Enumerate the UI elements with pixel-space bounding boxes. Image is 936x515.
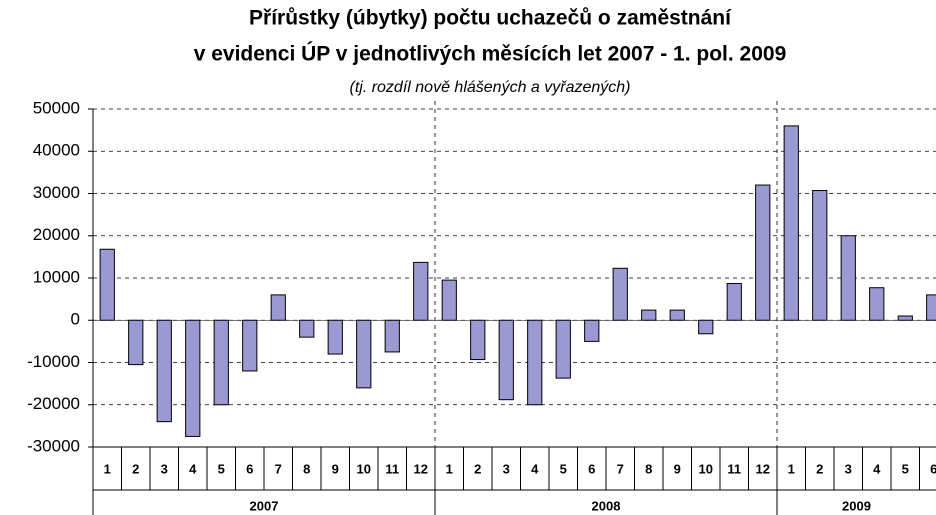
x-tick-label: 2 <box>816 461 823 476</box>
bar <box>99 248 115 321</box>
x-tick-label: 12 <box>414 461 428 476</box>
bar <box>840 235 856 321</box>
x-group-label: 2008 <box>592 498 621 513</box>
x-tick-label: 11 <box>727 461 741 476</box>
y-tick-label: 10000 <box>33 267 80 286</box>
y-tick-label: 30000 <box>33 183 80 202</box>
x-tick-label: 2 <box>474 461 481 476</box>
y-tick-label: 0 <box>71 310 80 329</box>
x-tick-label: 3 <box>845 461 852 476</box>
bar <box>669 309 685 321</box>
x-tick-label: 4 <box>531 461 539 476</box>
bar <box>527 319 543 406</box>
x-tick-label: 4 <box>189 461 197 476</box>
bar <box>698 319 714 335</box>
bar <box>812 190 828 321</box>
bar <box>584 319 600 342</box>
x-tick-label: 2 <box>132 461 139 476</box>
bar <box>612 267 628 321</box>
x-tick-label: 5 <box>560 461 567 476</box>
x-tick-label: 3 <box>161 461 168 476</box>
chart-title: Přírůstky (úbytky) počtu uchazečů o zamě… <box>249 7 732 30</box>
bar <box>242 319 258 372</box>
bar <box>213 319 229 406</box>
bar <box>470 319 486 361</box>
x-tick-label: 5 <box>902 461 909 476</box>
x-tick-label: 12 <box>756 461 770 476</box>
x-tick-label: 3 <box>503 461 510 476</box>
x-tick-label: 4 <box>873 461 881 476</box>
x-tick-label: 1 <box>446 461 453 476</box>
bar <box>299 319 315 338</box>
y-tick-label: -20000 <box>27 394 80 413</box>
x-tick-label: 8 <box>645 461 652 476</box>
y-tick-label: 20000 <box>33 225 80 244</box>
bar <box>641 309 657 321</box>
bar <box>555 319 571 379</box>
y-tick-label: 50000 <box>33 98 80 117</box>
chart-title: v evidenci ÚP v jednotlivých měsících le… <box>194 42 787 66</box>
bar <box>783 125 799 321</box>
bar <box>726 282 742 321</box>
x-tick-label: 1 <box>788 461 795 476</box>
y-tick-label: -30000 <box>27 436 80 455</box>
x-tick-label: 7 <box>617 461 624 476</box>
x-tick-label: 5 <box>218 461 225 476</box>
y-tick-label: 40000 <box>33 141 80 160</box>
bar <box>498 319 514 401</box>
bar <box>156 319 172 423</box>
x-tick-label: 1 <box>104 461 111 476</box>
bar <box>327 319 343 355</box>
x-tick-label: 6 <box>246 461 253 476</box>
bar <box>413 261 429 321</box>
bar <box>128 319 144 366</box>
bar <box>185 319 201 437</box>
bar <box>270 294 286 321</box>
bar <box>926 294 936 321</box>
x-tick-label: 6 <box>588 461 595 476</box>
bar <box>441 279 457 321</box>
y-tick-label: -10000 <box>27 352 80 371</box>
bar <box>869 287 885 321</box>
bar <box>356 319 372 389</box>
x-group-label: 2007 <box>250 498 279 513</box>
x-tick-label: 9 <box>674 461 681 476</box>
bar <box>384 319 400 353</box>
chart-subtitle: (tj. rozdíl nově hlášených a vyřazených) <box>349 79 630 96</box>
x-tick-label: 6 <box>930 461 936 476</box>
bar <box>897 315 913 321</box>
x-tick-label: 7 <box>275 461 282 476</box>
bar <box>755 184 771 321</box>
x-group-label: 2009 <box>842 498 871 513</box>
x-tick-label: 10 <box>357 461 371 476</box>
x-tick-label: 8 <box>303 461 310 476</box>
x-tick-label: 11 <box>385 461 399 476</box>
x-tick-label: 10 <box>699 461 713 476</box>
x-tick-label: 9 <box>332 461 339 476</box>
